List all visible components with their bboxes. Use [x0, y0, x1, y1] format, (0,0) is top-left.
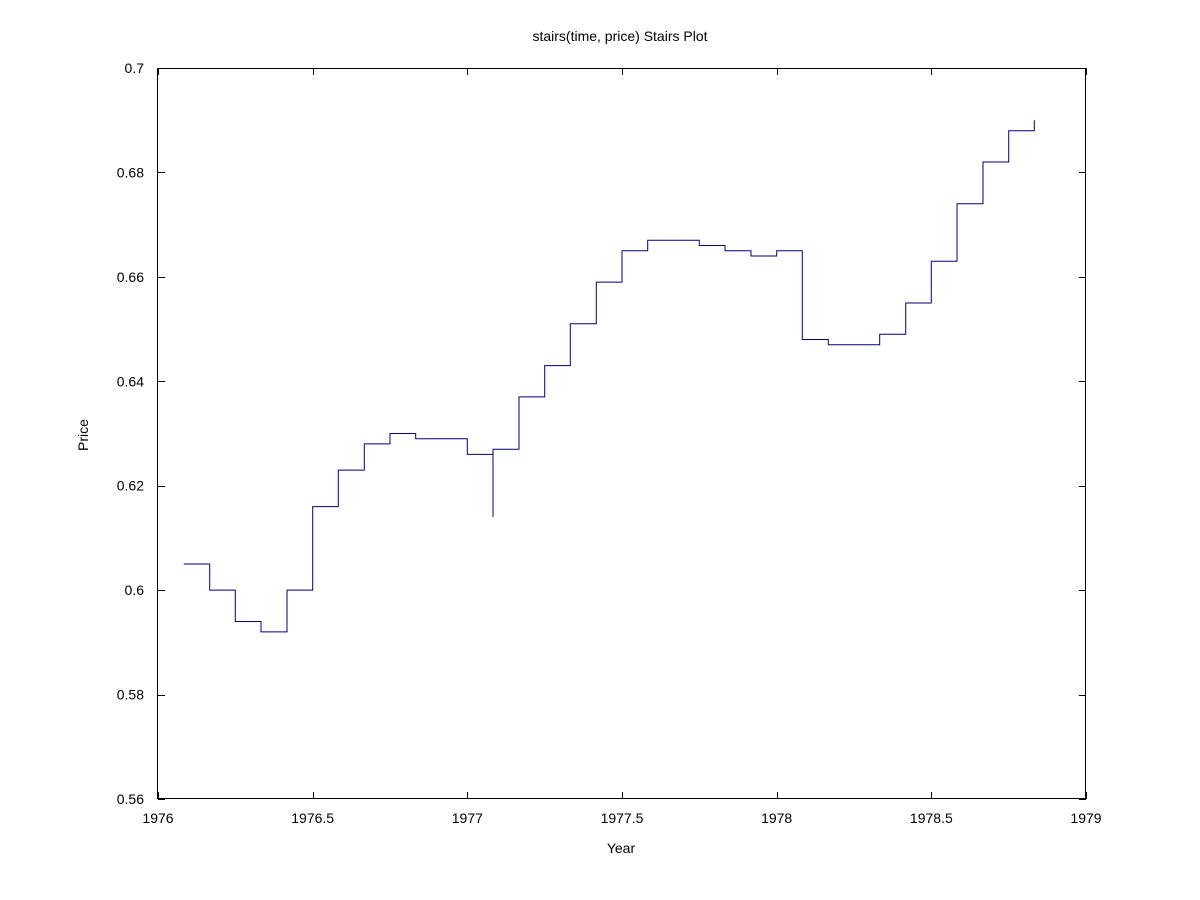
x-tick-label: 1976.5 [291, 810, 334, 826]
y-axis-label: Price [75, 419, 91, 451]
x-tick-label: 1979 [1070, 810, 1101, 826]
plot-frame [157, 68, 1086, 799]
stairs-series-line [183, 120, 1035, 633]
y-tick-label: 0.56 [117, 791, 144, 807]
x-tick-label: 1978 [761, 810, 792, 826]
x-tick-label: 1976 [142, 810, 173, 826]
y-tick-label: 0.64 [117, 373, 144, 389]
x-tick-label: 1977 [452, 810, 483, 826]
chart-title: stairs(time, price) Stairs Plot [532, 28, 707, 44]
x-tick-label: 1977.5 [601, 810, 644, 826]
y-tick-label: 0.7 [125, 60, 145, 76]
y-tick-label: 0.6 [125, 582, 145, 598]
y-tick-label: 0.66 [117, 269, 144, 285]
y-tick-label: 0.68 [117, 164, 144, 180]
y-tick-label: 0.58 [117, 687, 144, 703]
x-tick-label: 1978.5 [910, 810, 953, 826]
y-axis: 0.56 0.58 0.6 0.62 0.64 0.66 0.68 0.7 [117, 60, 1086, 807]
x-axis: 1976 1976.5 1977 1977.5 1978 1978.5 1979 [142, 68, 1102, 826]
y-tick-label: 0.62 [117, 478, 144, 494]
x-axis-label: Year [607, 840, 636, 856]
